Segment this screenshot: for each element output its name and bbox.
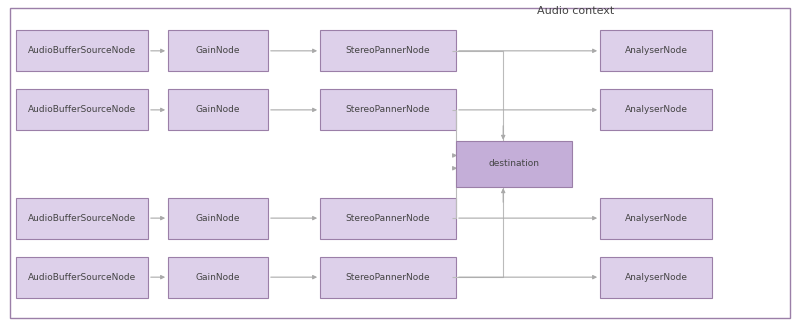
- FancyBboxPatch shape: [168, 89, 268, 130]
- FancyBboxPatch shape: [168, 256, 268, 298]
- FancyBboxPatch shape: [600, 197, 712, 239]
- FancyBboxPatch shape: [320, 256, 456, 298]
- Text: StereoPannerNode: StereoPannerNode: [346, 214, 430, 223]
- FancyBboxPatch shape: [16, 89, 148, 130]
- Text: AudioBufferSourceNode: AudioBufferSourceNode: [28, 214, 136, 223]
- Text: GainNode: GainNode: [196, 105, 240, 114]
- Text: GainNode: GainNode: [196, 46, 240, 55]
- Text: GainNode: GainNode: [196, 273, 240, 282]
- FancyBboxPatch shape: [168, 31, 268, 72]
- FancyBboxPatch shape: [600, 256, 712, 298]
- FancyBboxPatch shape: [320, 89, 456, 130]
- FancyBboxPatch shape: [320, 31, 456, 72]
- Text: GainNode: GainNode: [196, 214, 240, 223]
- Text: AudioBufferSourceNode: AudioBufferSourceNode: [28, 105, 136, 114]
- Text: AnalyserNode: AnalyserNode: [625, 273, 687, 282]
- FancyBboxPatch shape: [168, 197, 268, 239]
- FancyBboxPatch shape: [16, 197, 148, 239]
- FancyBboxPatch shape: [10, 8, 790, 318]
- Text: AnalyserNode: AnalyserNode: [625, 46, 687, 55]
- Text: AnalyserNode: AnalyserNode: [625, 214, 687, 223]
- Text: AnalyserNode: AnalyserNode: [625, 105, 687, 114]
- FancyBboxPatch shape: [600, 31, 712, 72]
- Text: AudioBufferSourceNode: AudioBufferSourceNode: [28, 273, 136, 282]
- FancyBboxPatch shape: [456, 141, 572, 187]
- Text: StereoPannerNode: StereoPannerNode: [346, 105, 430, 114]
- Text: Audio context: Audio context: [538, 7, 614, 16]
- Text: destination: destination: [489, 159, 539, 169]
- FancyBboxPatch shape: [16, 256, 148, 298]
- Text: StereoPannerNode: StereoPannerNode: [346, 273, 430, 282]
- FancyBboxPatch shape: [320, 197, 456, 239]
- FancyBboxPatch shape: [600, 89, 712, 130]
- Text: AudioBufferSourceNode: AudioBufferSourceNode: [28, 46, 136, 55]
- Text: StereoPannerNode: StereoPannerNode: [346, 46, 430, 55]
- FancyBboxPatch shape: [16, 31, 148, 72]
